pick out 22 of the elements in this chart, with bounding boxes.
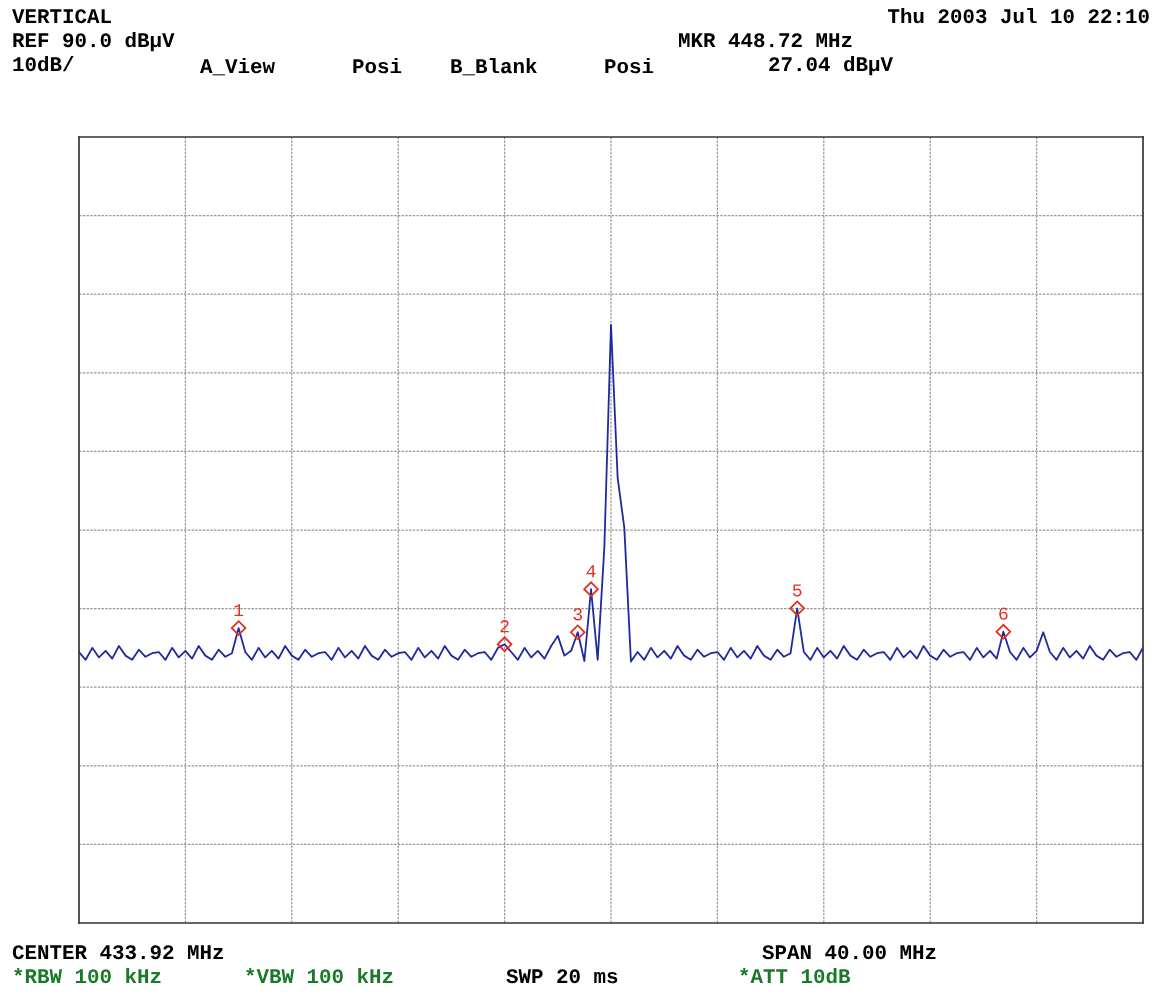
text: VERTICAL (12, 9, 111, 24)
text: Thu 2003 Jul 10 22:10 (888, 8, 1149, 24)
annotation: 2 (500, 620, 509, 633)
text: 27.04 dBµV (769, 56, 893, 76)
annotation: 3 (573, 608, 583, 621)
text: MKR 448.72 MHz (679, 33, 852, 48)
text: Posi (353, 58, 402, 74)
annotation: 5 (792, 584, 802, 597)
annotation: 4 (586, 565, 596, 578)
text: CENTER 433.92 MHz (12, 945, 223, 960)
text: *VBW 100 kHz (246, 968, 393, 984)
text: SWP 20 ms (506, 969, 618, 984)
text: *RBW 100 kHz (14, 968, 161, 984)
annotation: 1 (234, 604, 244, 617)
text: B_Blank (451, 58, 537, 76)
text: Posi (605, 58, 654, 74)
text: *ATT 10dB (740, 968, 851, 984)
annotation: 6 (999, 607, 1008, 620)
text: SPAN 40.00 MHz (762, 945, 936, 960)
text: REF 90.0 dBµV (13, 32, 175, 52)
text: A_View (200, 58, 275, 76)
text: 10dB/ (13, 56, 74, 72)
